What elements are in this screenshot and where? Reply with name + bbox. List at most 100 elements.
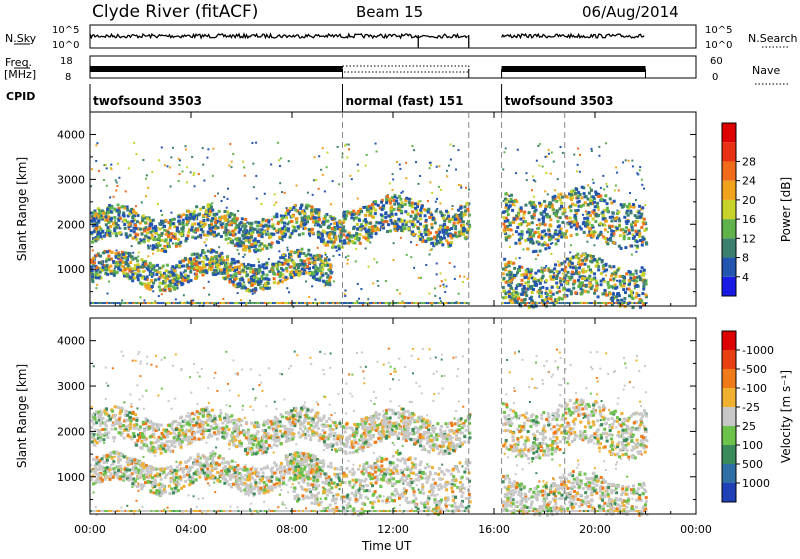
power-cell [549,274,553,278]
power-cell [385,201,389,205]
velocity-cell [293,432,296,435]
power-cell [252,242,256,246]
power-cell [390,212,394,216]
velocity-cell [418,385,421,388]
velocity-cell [213,481,216,484]
freq-left-label-1: Freq. [5,56,32,69]
power-cell [90,269,94,273]
velocity-cell [198,375,201,378]
power-cell [357,236,361,240]
power-cell [418,230,422,234]
power-cell [464,209,468,213]
power-cell [551,195,555,199]
power-cell [558,231,562,235]
power-cell [631,297,635,301]
power-cell [203,263,207,267]
power-cell [222,231,226,235]
power-cell [193,185,196,188]
power-cell [508,292,512,296]
power-cell [592,212,596,216]
velocity-cell [155,354,158,357]
power-cell [458,275,461,278]
power-cell [218,222,221,225]
power-cell [335,224,339,228]
power-cell [270,163,273,166]
power-cell [122,254,126,258]
power-cell [533,280,537,284]
power-cell [435,242,439,246]
power-cell [277,260,281,264]
power-cell [309,253,313,257]
power-cell [463,227,467,231]
power-cell [598,145,601,148]
power-cell [150,223,154,227]
power-cell [544,207,548,211]
power-cell [140,282,144,286]
power-cell [132,302,135,304]
velocity-cell [126,504,129,507]
velocity-cell [281,373,284,376]
power-cell [507,264,511,268]
velocity-cell [193,363,196,366]
power-cell [263,284,267,288]
power-cell [194,259,198,263]
power-cell [541,274,545,278]
power-cell [563,260,567,264]
power-cell [502,200,505,203]
velocity-cell [624,362,627,365]
power-cell [598,223,602,227]
power-cell [273,302,276,304]
power-cell [97,219,101,223]
velocity-cell [120,350,123,353]
power-cell [235,242,239,246]
velocity-cell [432,372,435,375]
power-cell [326,225,330,229]
power-cell [169,238,173,242]
velocity-cell [94,410,97,413]
velocity-cell [373,403,376,406]
power-cell [160,232,164,236]
power-cell [364,217,368,221]
power-cell [460,184,463,187]
velocity-cell [248,508,251,511]
power-cell [547,148,550,151]
power-cell [555,277,559,281]
power-cell [158,243,162,247]
velocity-cell [503,452,506,455]
power-cell [592,200,596,204]
velocity-cell [112,440,115,443]
power-cell [510,199,514,203]
power-cell [132,230,136,234]
power-cell [149,230,153,234]
power-cell [640,216,644,220]
power-cell [556,298,560,302]
power-cell [350,213,354,217]
power-cell [565,257,569,261]
power-cell [565,294,569,298]
power-cell [133,141,136,144]
power-cell [610,302,614,306]
power-cell [286,246,289,249]
power-cell [540,236,544,240]
power-cell [307,215,311,219]
power-cell [528,302,531,304]
power-cell [279,218,283,222]
power-cell [342,233,346,237]
velocity-cell [138,398,141,401]
power-cell [581,203,585,207]
power-cell [462,212,466,216]
power-cell [94,271,98,275]
power-cell [520,302,523,304]
power-cell [176,277,180,281]
power-cell [634,229,638,233]
power-cell [275,229,279,233]
power-cell [364,223,368,227]
power-cell [599,272,603,276]
power-cell [157,241,161,245]
power-cell [643,187,646,190]
power-cell [628,272,632,276]
power-cell [290,231,294,235]
power-cell [554,229,558,233]
power-cell [241,230,245,234]
power-cell [208,264,212,268]
